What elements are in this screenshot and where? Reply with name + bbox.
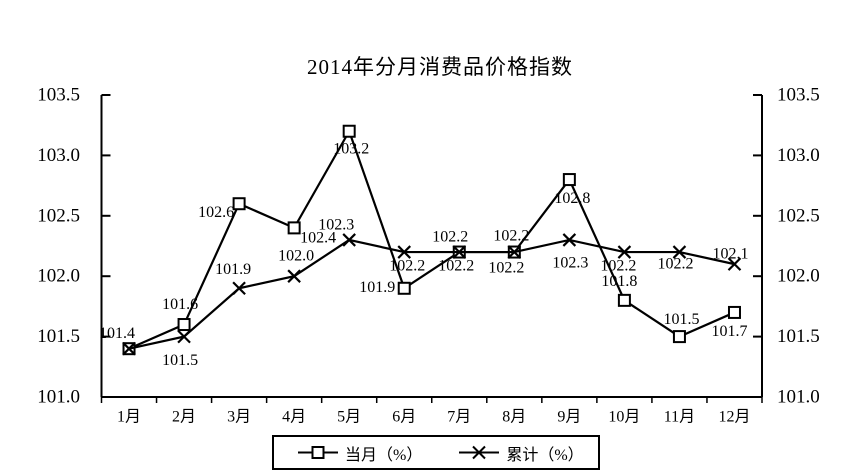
data-label: 101.9 xyxy=(215,261,251,278)
y-tick-label-left: 102.5 xyxy=(37,205,80,226)
x-category-label: 5月 xyxy=(337,409,361,426)
data-label: 101.9 xyxy=(359,279,395,296)
data-label: 102.3 xyxy=(552,254,588,271)
x-category-label: 9月 xyxy=(557,409,581,426)
data-label: 102.2 xyxy=(657,256,693,273)
marker-square xyxy=(342,124,356,138)
series-line-0 xyxy=(128,128,735,350)
data-label: 101.7 xyxy=(711,323,747,340)
x-category-label: 6月 xyxy=(392,409,416,426)
legend-item-cumulative: 累计（%） xyxy=(459,441,584,465)
y-tick-label-left: 101.5 xyxy=(37,326,80,347)
x-category-label: 8月 xyxy=(502,409,526,426)
y-tick-label-left: 103.0 xyxy=(37,145,80,166)
marker-x xyxy=(177,329,191,344)
marker-square xyxy=(177,318,191,332)
data-label: 101.5 xyxy=(663,311,699,328)
y-tick-label-right: 102.0 xyxy=(777,266,820,287)
y-tick-label-right: 101.0 xyxy=(777,387,820,408)
marker-x xyxy=(397,245,412,259)
marker-square xyxy=(232,197,246,211)
y-tick-label-right: 103.0 xyxy=(777,145,820,166)
legend-label-cumulative: 累计（%） xyxy=(506,446,584,464)
data-label: 102.6 xyxy=(198,204,234,221)
series-line-1 xyxy=(128,238,735,350)
marker-square xyxy=(617,293,631,307)
marker-x xyxy=(452,245,467,259)
data-label: 102.3 xyxy=(318,216,354,233)
marker-x xyxy=(507,245,522,259)
marker-x xyxy=(617,245,632,259)
marker-square xyxy=(562,173,576,187)
data-label: 102.2 xyxy=(438,258,474,275)
marker-square xyxy=(397,281,411,295)
data-label: 101.5 xyxy=(162,352,198,369)
marker-square xyxy=(287,221,301,235)
y-tick-label-right: 102.5 xyxy=(777,205,820,226)
marker-x xyxy=(562,233,577,247)
data-label: 101.4 xyxy=(99,325,135,342)
y-tick-label-left: 101.0 xyxy=(37,387,80,408)
chart-title: 2014年分月消费品价格指数 xyxy=(307,55,573,79)
data-label: 102.1 xyxy=(712,246,748,263)
data-label: 102.2 xyxy=(488,260,524,277)
marker-x xyxy=(122,341,136,356)
y-tick-label-right: 103.5 xyxy=(777,85,820,106)
x-category-label: 7月 xyxy=(447,409,471,426)
y-tick-label-left: 102.0 xyxy=(37,266,80,287)
legend-label-current-month: 当月（%） xyxy=(345,446,423,464)
data-label: 102.4 xyxy=(300,229,336,246)
data-label: 102.2 xyxy=(389,258,425,275)
data-label: 102.2 xyxy=(600,258,636,275)
marker-square xyxy=(727,305,741,319)
square-series-marker-icon xyxy=(298,446,338,459)
data-label: 102.2 xyxy=(432,229,468,246)
marker-x xyxy=(232,281,246,296)
y-tick-label-left: 103.5 xyxy=(37,85,80,106)
data-label: 102.8 xyxy=(554,190,590,207)
legend-item-current-month: 当月（%） xyxy=(298,441,422,465)
y-tick-label-right: 101.5 xyxy=(777,326,820,347)
marker-square xyxy=(672,330,686,344)
marker-x xyxy=(287,269,301,283)
x-category-label: 3月 xyxy=(227,409,251,426)
data-label: 102.0 xyxy=(278,248,314,265)
x-category-label: 4月 xyxy=(282,409,306,426)
marker-x xyxy=(727,257,742,271)
x-category-label: 12月 xyxy=(718,409,750,426)
x-category-label: 11月 xyxy=(664,409,695,426)
x-category-label: 10月 xyxy=(608,409,640,426)
legend: 当月（%） 累计（%） xyxy=(272,435,600,470)
data-label: 101.8 xyxy=(601,273,637,290)
marker-x xyxy=(672,245,687,259)
marker-x xyxy=(342,233,356,247)
data-label: 101.6 xyxy=(162,296,198,313)
x-series-marker-icon xyxy=(459,445,500,460)
x-category-label: 1月 xyxy=(117,409,141,426)
x-category-label: 2月 xyxy=(172,409,196,426)
data-label: 103.2 xyxy=(333,141,369,158)
data-label: 102.2 xyxy=(493,228,529,245)
